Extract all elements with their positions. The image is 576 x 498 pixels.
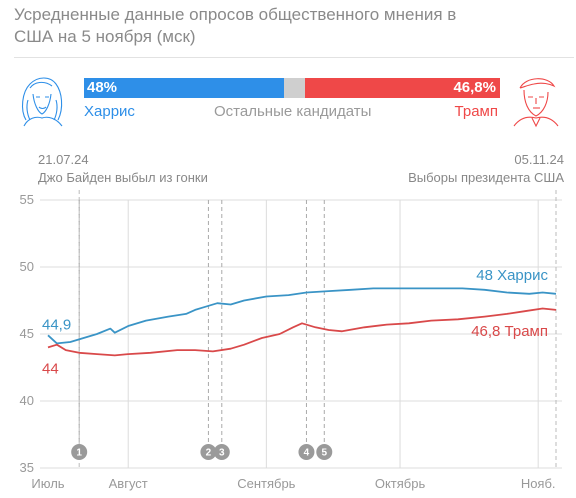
trump-series-line <box>47 307 557 357</box>
biden-exit-date: 21.07.24 <box>38 152 89 167</box>
biden-exit-text: Джо Байден выбыл из гонки <box>38 170 208 185</box>
trump-share-segment: 46,8% <box>305 78 500 98</box>
y-tick-label: 50 <box>20 259 34 274</box>
trump-end-label: 46,8 Трамп <box>471 323 548 340</box>
poll-share-bar: 48% 46,8% <box>84 78 500 98</box>
harris-start-label: 44,9 <box>42 316 71 333</box>
event-marker-circle <box>213 444 230 460</box>
y-tick-label: 35 <box>20 460 34 475</box>
harris-portrait-icon <box>21 77 63 127</box>
harris-share-value: 48% <box>87 79 118 96</box>
harris-share-segment: 48% <box>84 78 284 98</box>
trump-portrait-icon <box>513 78 559 128</box>
x-tick-label: Июль <box>31 476 64 491</box>
y-tick-label: 45 <box>20 326 34 341</box>
event-marker-label: 1 <box>76 448 82 459</box>
event-marker-circle <box>316 444 333 460</box>
trump-label: Трамп <box>454 103 498 120</box>
harris-end-label: 48 Харрис <box>476 267 548 284</box>
other-candidates-label: Остальные кандидаты <box>214 103 372 120</box>
x-tick-label: Нояб. <box>521 476 556 491</box>
trump-share-value: 46,8% <box>453 79 496 96</box>
election-date: 05.11.24 <box>514 152 564 167</box>
event-marker-label: 3 <box>219 448 225 459</box>
trump-start-label: 44 <box>42 360 59 377</box>
harris-series-line <box>47 287 557 345</box>
title-divider <box>14 57 574 58</box>
event-marker-circle <box>200 444 217 460</box>
other-share-segment <box>283 78 306 98</box>
event-marker-circle <box>71 444 88 460</box>
election-text: Выборы президента США <box>408 170 564 185</box>
x-tick-label: Август <box>109 476 148 491</box>
y-tick-label: 40 <box>20 393 34 408</box>
chart-title: Усредненные данные опросов общественного… <box>14 5 457 46</box>
x-tick-label: Октябрь <box>375 476 426 491</box>
x-tick-label: Сентябрь <box>237 476 295 491</box>
event-marker-circle <box>298 444 315 460</box>
event-marker-label: 4 <box>304 448 310 459</box>
event-marker-label: 5 <box>321 448 327 459</box>
y-tick-label: 55 <box>20 192 34 207</box>
event-marker-label: 2 <box>206 448 212 459</box>
harris-label: Харрис <box>84 103 135 120</box>
